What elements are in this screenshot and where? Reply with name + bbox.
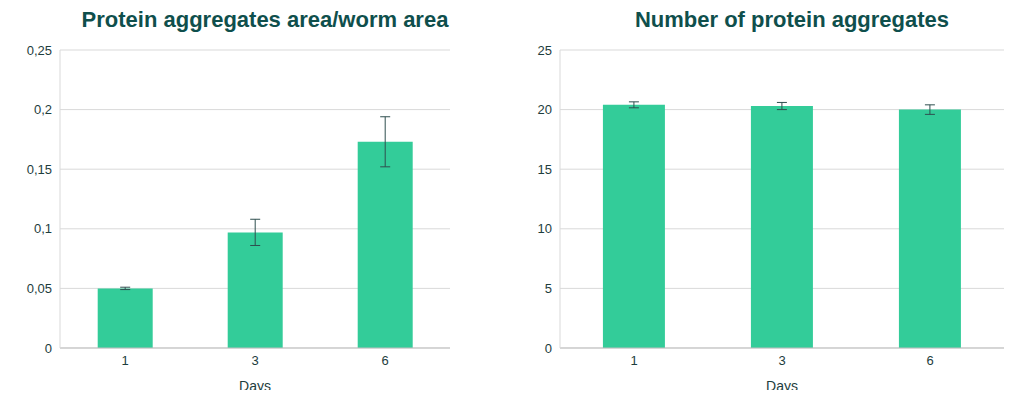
svg-text:25: 25	[538, 43, 552, 58]
svg-text:20: 20	[538, 102, 552, 117]
svg-text:Days: Days	[766, 378, 798, 390]
html-text:Protein aggregates area/worm a: Protein aggregates area/worm area	[81, 7, 449, 32]
svg-text:0,2: 0,2	[34, 102, 52, 117]
svg-text:5: 5	[545, 281, 552, 296]
svg-text:1: 1	[121, 353, 128, 368]
svg-text:3: 3	[251, 353, 258, 368]
html-text:Number of protein aggregates: Number of protein aggregates	[634, 7, 950, 32]
svg-text:15: 15	[538, 162, 552, 177]
svg-text:0,25: 0,25	[27, 43, 52, 58]
svg-text:Days: Days	[239, 378, 271, 390]
svg-text:0: 0	[45, 341, 52, 356]
svg-text:10: 10	[538, 221, 552, 236]
svg-text:0,15: 0,15	[27, 162, 52, 177]
svg-text:0,1: 0,1	[34, 221, 52, 236]
svg-text:3: 3	[778, 353, 785, 368]
svg-text:0,05: 0,05	[27, 281, 52, 296]
svg-text:0: 0	[545, 341, 552, 356]
svg-text:6: 6	[381, 353, 388, 368]
svg-text:1: 1	[630, 353, 637, 368]
svg-text:6: 6	[926, 353, 933, 368]
